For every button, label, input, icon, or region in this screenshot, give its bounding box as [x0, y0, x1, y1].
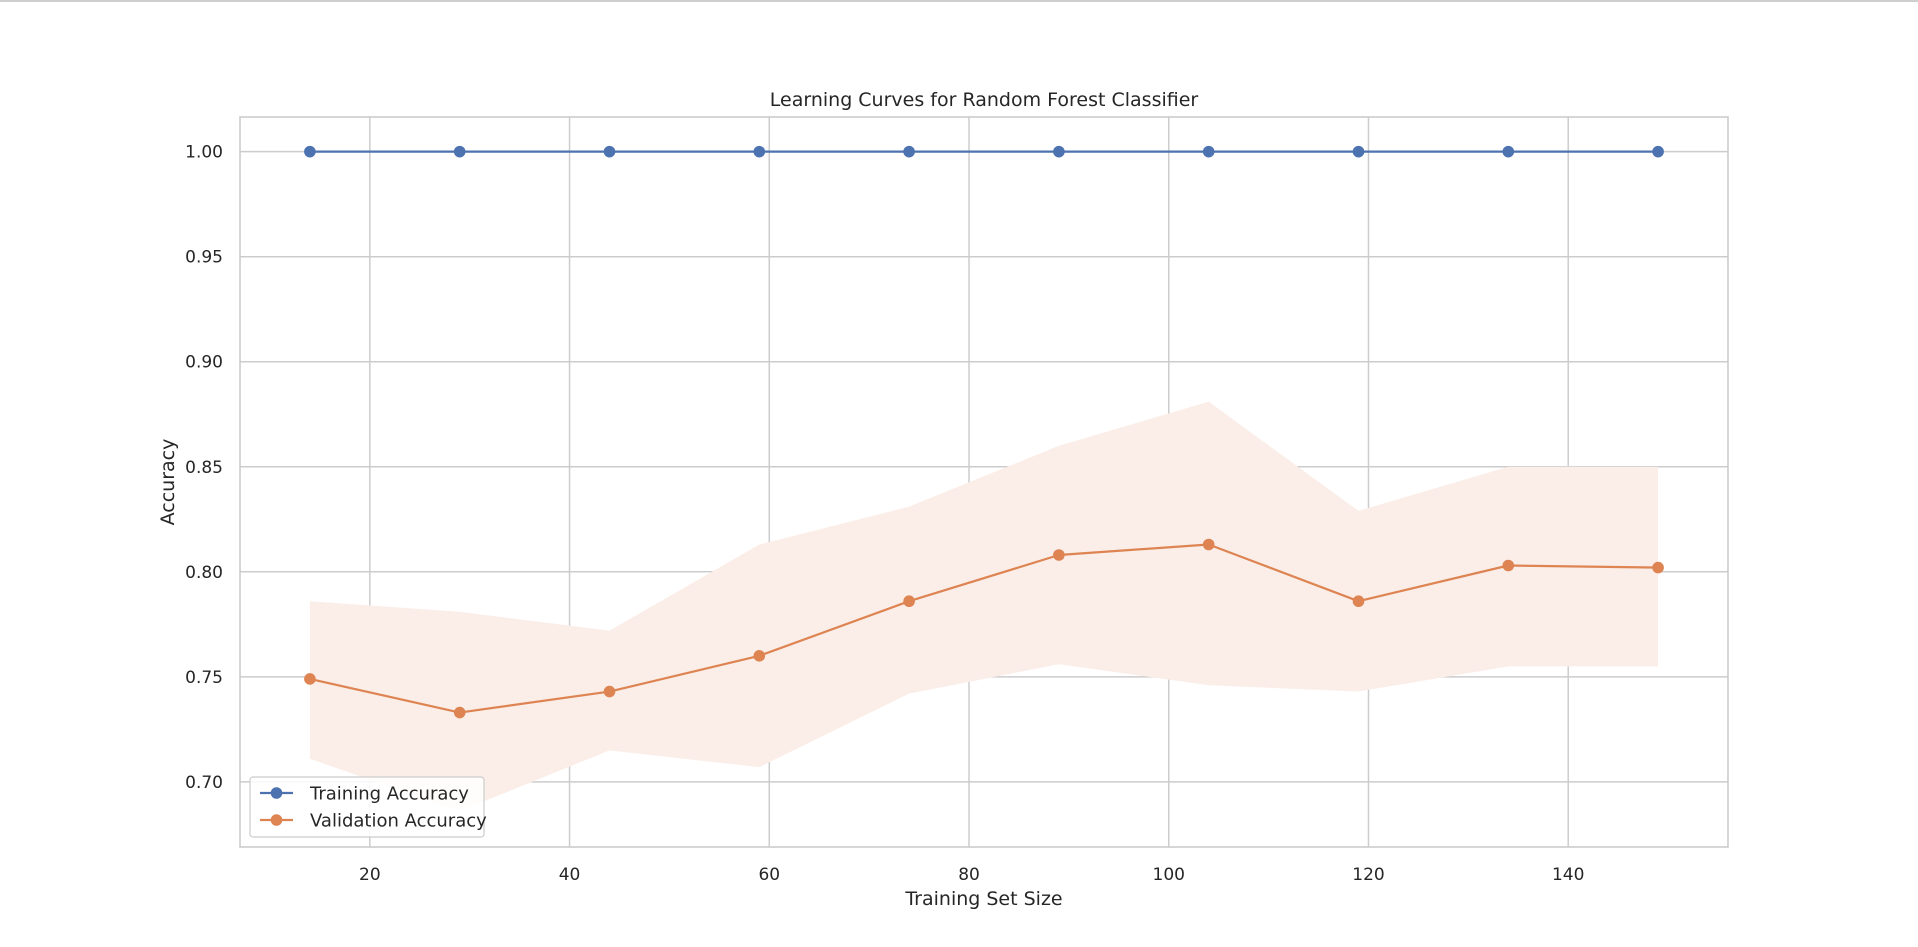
series-0-point [903, 145, 915, 158]
tick-labels: 20 40 60 80 100 120 140 0.70 0.75 0.80 0.85 0.90 0.9… [185, 143, 1584, 885]
x-tick-label: 140 [1552, 865, 1584, 885]
y-tick-label: 0.70 [185, 773, 223, 793]
confidence-bands [309, 401, 1659, 812]
y-axis-label: Accuracy [157, 439, 179, 526]
legend-training-marker [270, 787, 283, 799]
series-0-point [753, 145, 766, 158]
y-tick-label: 0.75 [185, 668, 223, 688]
x-tick-label: 80 [958, 865, 980, 885]
y-tick-label: 0.95 [185, 248, 223, 268]
legend: Training Accuracy Validation Accuracy [249, 776, 487, 838]
series-1-point [1053, 549, 1065, 561]
window-top-border [0, 0, 1918, 2]
y-tick-label: 0.90 [185, 353, 223, 373]
legend-validation-marker [270, 814, 283, 826]
series-0-point [1053, 145, 1065, 158]
legend-box [249, 776, 485, 838]
series-1-point [753, 650, 766, 662]
series-0-point [1352, 145, 1365, 158]
x-tick-label: 100 [1153, 865, 1185, 885]
series-lines [304, 145, 1664, 719]
series-1-line [309, 543, 1659, 714]
series-0-point [1652, 145, 1664, 158]
series-0-point [304, 145, 316, 158]
series-1-point [903, 595, 915, 608]
legend-validation-label: Validation Accuracy [310, 811, 487, 832]
series-1-band [309, 401, 1659, 812]
y-tick-label: 0.80 [185, 563, 223, 583]
x-tick-label: 40 [559, 865, 581, 885]
series-1-point [1202, 538, 1215, 551]
plot-frame [239, 116, 1729, 848]
series-1-point [1352, 595, 1365, 608]
series-0-point [603, 145, 616, 158]
series-1-point [304, 673, 316, 685]
series-1-point [1652, 561, 1664, 574]
series-1-point [1502, 559, 1515, 572]
series-0-point [1502, 145, 1515, 158]
y-tick-label: 1.00 [185, 143, 223, 163]
series-1-point [453, 706, 466, 719]
y-tick-label: 0.85 [185, 458, 223, 478]
series-0-point [453, 145, 466, 158]
legend-training-label: Training Accuracy [309, 784, 469, 805]
x-axis-label: Training Set Size [904, 888, 1062, 910]
x-tick-label: 120 [1352, 865, 1384, 885]
series-0-point [1202, 145, 1215, 158]
x-tick-label: 60 [758, 865, 780, 885]
chart-title: Learning Curves for Random Forest Classi… [770, 89, 1199, 111]
series-1-point [603, 685, 616, 698]
x-tick-label: 20 [359, 865, 381, 885]
